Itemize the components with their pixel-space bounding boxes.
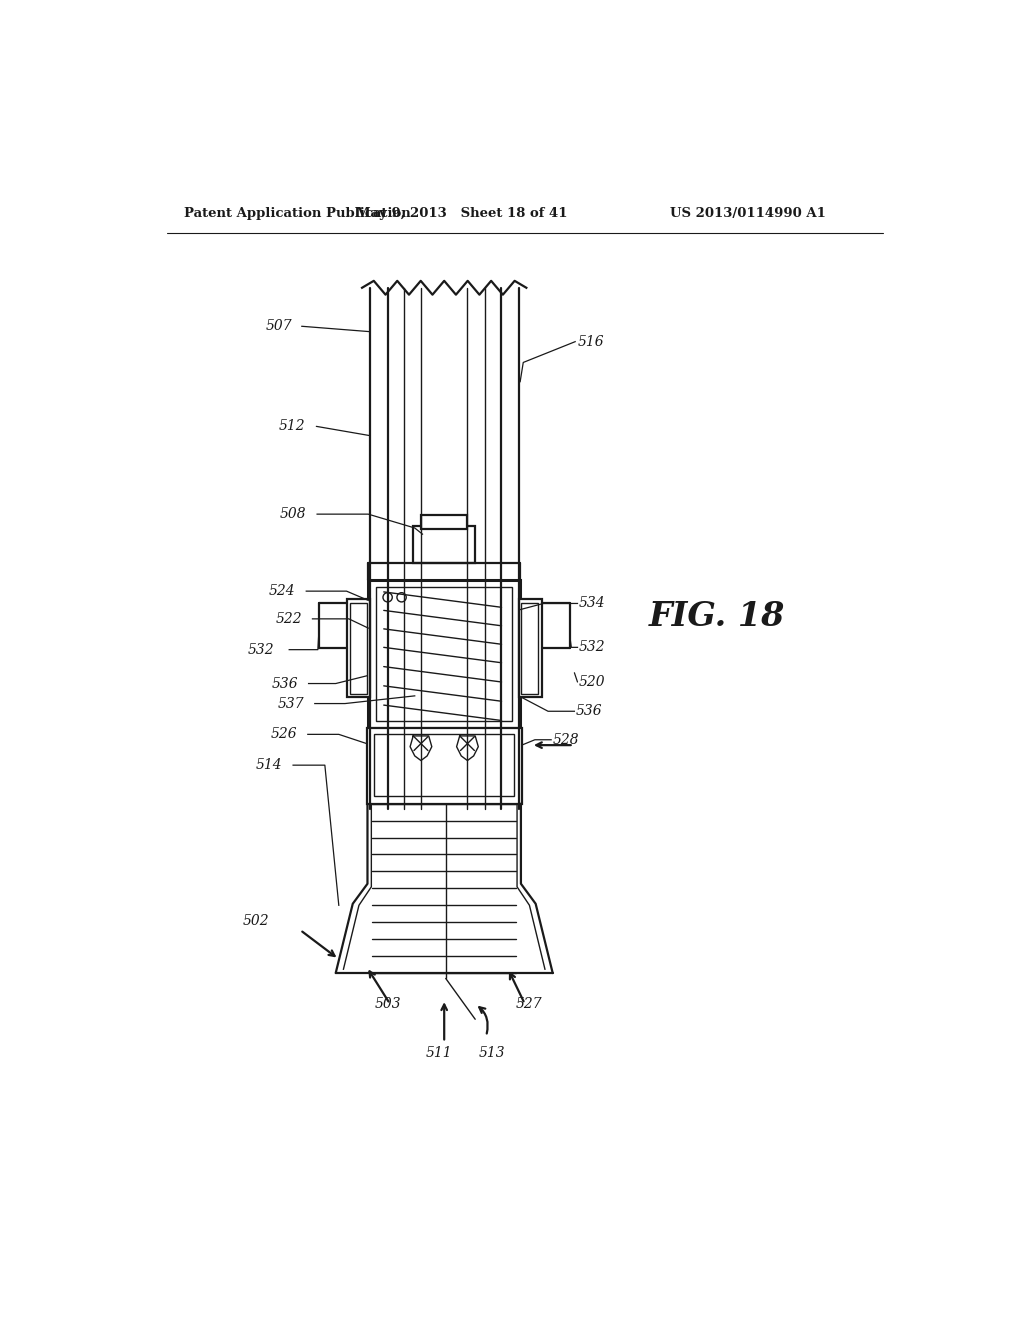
Text: 516: 516 (578, 335, 604, 348)
Text: 526: 526 (270, 727, 297, 742)
Text: FIG. 18: FIG. 18 (649, 601, 785, 634)
Text: 524: 524 (269, 585, 296, 598)
Text: 520: 520 (579, 675, 605, 689)
Bar (376, 586, 512, 721)
Bar (346, 599, 370, 697)
Text: 514: 514 (256, 758, 283, 772)
Text: 527: 527 (515, 997, 542, 1011)
Text: 536: 536 (271, 677, 298, 690)
Polygon shape (457, 737, 478, 760)
Text: 522: 522 (275, 612, 302, 626)
Text: 532: 532 (248, 643, 274, 656)
Text: 511: 511 (426, 1047, 453, 1060)
Polygon shape (410, 737, 432, 760)
Text: 508: 508 (280, 507, 306, 521)
Bar (414, 527, 475, 564)
Text: 532: 532 (579, 640, 605, 655)
Text: 528: 528 (553, 733, 580, 747)
Bar (518, 599, 542, 697)
Bar (369, 581, 520, 729)
Text: 507: 507 (266, 319, 293, 333)
Text: 502: 502 (243, 913, 269, 928)
Text: 513: 513 (478, 1047, 505, 1060)
Text: 536: 536 (575, 705, 602, 718)
Bar (367, 729, 521, 804)
Bar (521, 603, 538, 693)
Text: Patent Application Publication: Patent Application Publication (183, 207, 411, 220)
Text: May 9, 2013   Sheet 18 of 41: May 9, 2013 Sheet 18 of 41 (355, 207, 567, 220)
Text: 537: 537 (278, 697, 304, 710)
Bar (375, 734, 514, 796)
Text: 512: 512 (280, 420, 306, 433)
Bar (350, 603, 368, 693)
Text: 534: 534 (579, 597, 605, 610)
Text: US 2013/0114990 A1: US 2013/0114990 A1 (671, 207, 826, 220)
Bar (421, 515, 467, 529)
Text: 503: 503 (375, 997, 401, 1011)
